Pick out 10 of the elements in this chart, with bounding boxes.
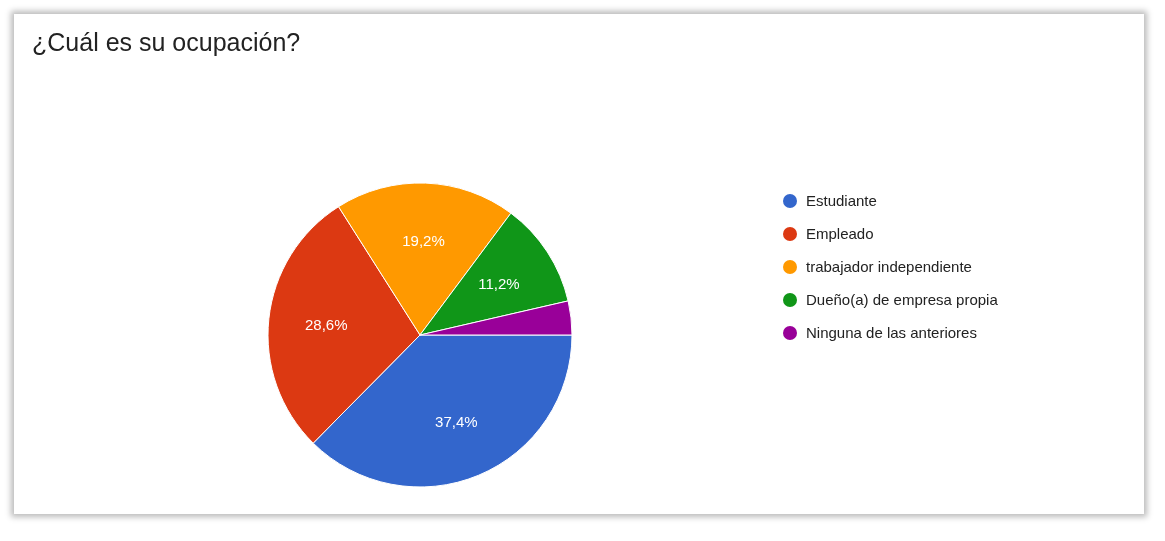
legend-label: trabajador independiente xyxy=(806,258,972,275)
legend-label: Estudiante xyxy=(806,192,877,209)
data-label: 19,2% xyxy=(402,232,445,250)
data-label: 28,6% xyxy=(305,316,348,334)
legend-label: Dueño(a) de empresa propia xyxy=(806,291,998,308)
data-label: 37,4% xyxy=(435,413,478,431)
data-label: 11,2% xyxy=(478,275,520,293)
legend-label: Empleado xyxy=(806,225,874,242)
chart-title: ¿Cuál es su ocupación? xyxy=(32,28,301,57)
legend-label: Ninguna de las anteriores xyxy=(806,324,977,341)
